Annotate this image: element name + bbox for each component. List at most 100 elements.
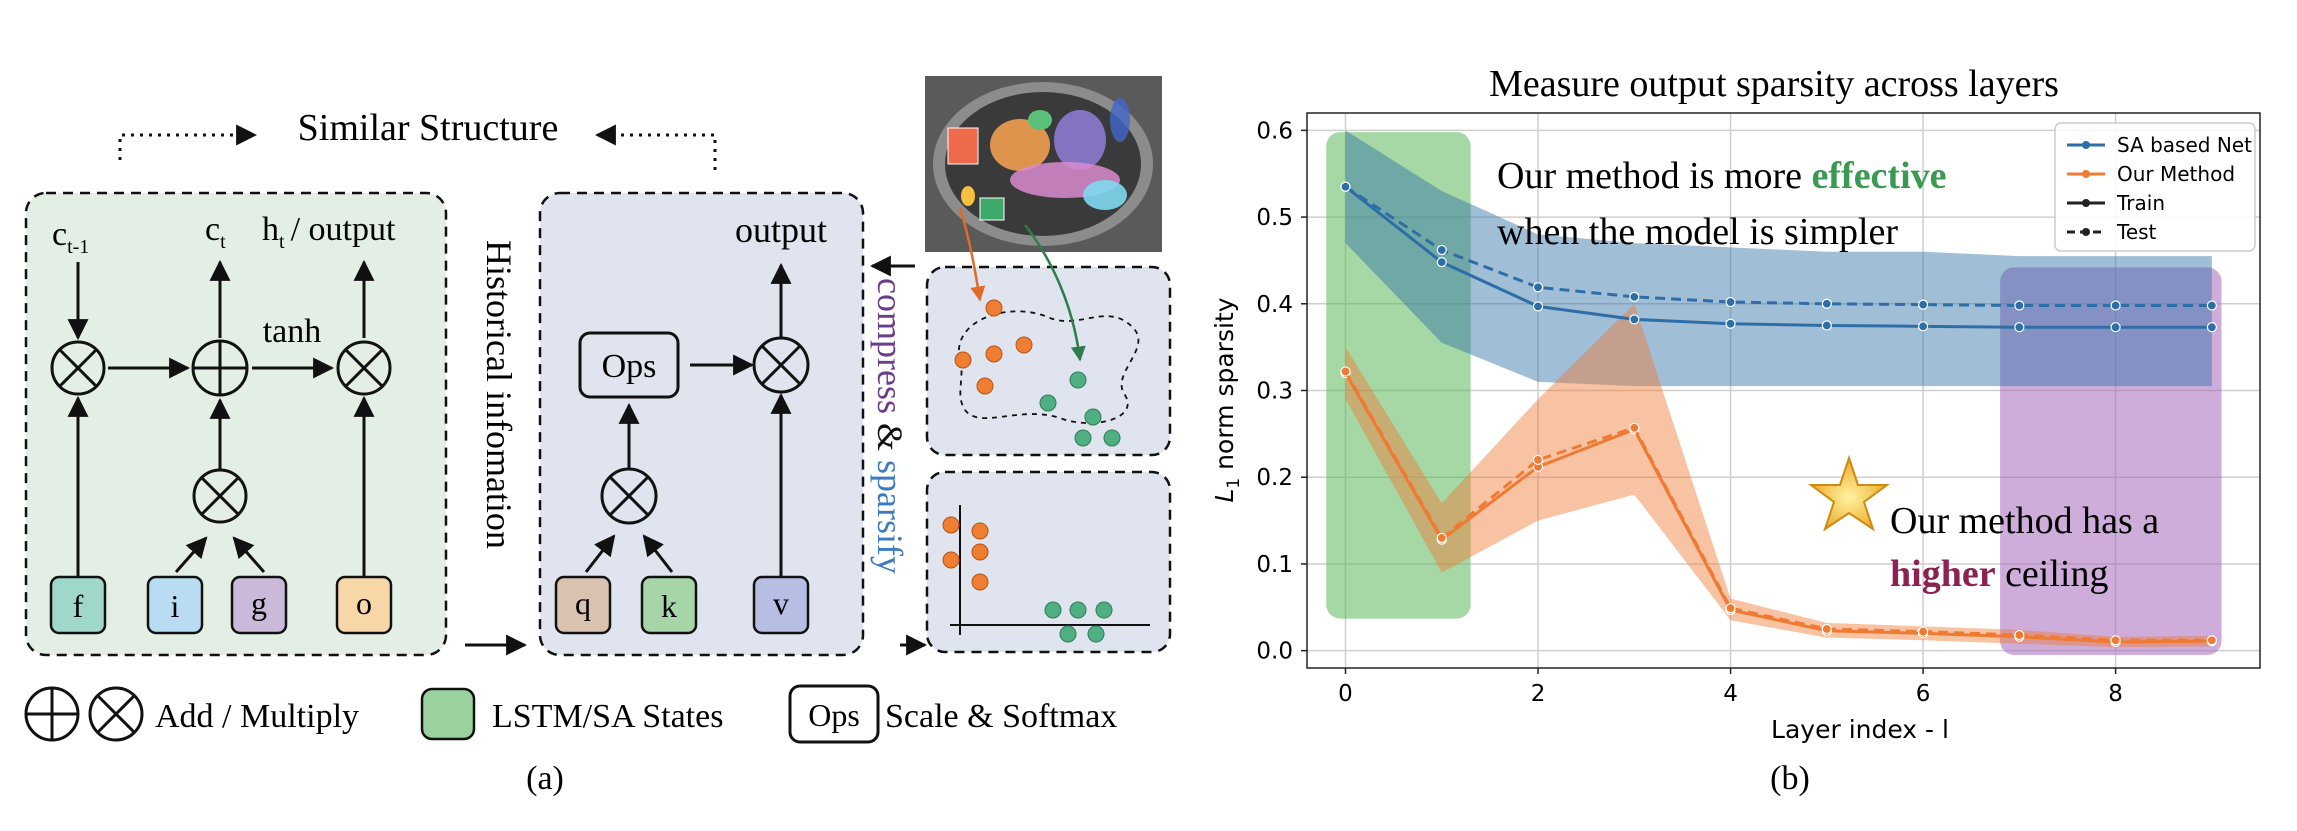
gate-k: k — [640, 575, 698, 635]
data-point — [1436, 532, 1447, 544]
green-points-bottom — [1044, 601, 1113, 643]
lstm-multiply-icon-1 — [50, 340, 106, 396]
y-tick-label: 0.4 — [1256, 292, 1293, 318]
sa-multiply-icon-2 — [600, 467, 658, 525]
lstm-box — [24, 191, 448, 657]
legend-marker — [2082, 199, 2090, 207]
legend-marker — [2082, 228, 2090, 236]
cluster-box-top — [925, 265, 1172, 457]
lstm-arrows — [67, 259, 375, 580]
data-point — [2014, 300, 2025, 311]
data-point — [1436, 244, 1447, 256]
legend-ops-box: Ops — [788, 684, 880, 744]
chart-bands — [1345, 130, 2212, 648]
legend-marker — [2082, 170, 2090, 178]
svg-text:Ops: Ops — [602, 348, 657, 385]
annotation-ceiling-line2: higher ceiling — [1890, 553, 2108, 595]
compress-sparsify-label: compress & sparsify — [870, 278, 910, 574]
star-icon — [1807, 454, 1891, 532]
legend-add-multiply-label: Add / Multiply — [155, 698, 359, 735]
data-point — [1629, 314, 1640, 325]
data-point — [1340, 181, 1351, 192]
c-t-label: ct — [205, 211, 226, 253]
lstm-multiply-icon-2 — [336, 340, 392, 396]
y-tick-label: 0.5 — [1256, 205, 1293, 231]
data-point — [1725, 318, 1736, 329]
legend-entry-label: Our Method — [2117, 162, 2235, 186]
data-point — [2110, 300, 2121, 311]
svg-text:i: i — [171, 588, 180, 624]
x-tick-label: 8 — [2108, 681, 2123, 707]
svg-text:o: o — [356, 585, 372, 621]
orange-link-arrow — [958, 207, 986, 302]
sa-multiply-icon-1 — [752, 336, 810, 394]
annotation-effective-line2: when the model is simpler — [1497, 211, 1898, 253]
lstm-multiply-icon-3 — [192, 468, 248, 524]
caption-a: (a) — [526, 760, 564, 797]
data-point — [1821, 623, 1832, 635]
legend-entry-label: SA based Net — [2117, 133, 2252, 157]
orange-points-bottom — [942, 516, 989, 591]
legend-entry-label: Test — [2116, 220, 2157, 244]
highlight-region-1 — [1326, 132, 1471, 619]
data-point — [1340, 366, 1351, 377]
confidence-band-3 — [1345, 303, 2212, 648]
green-points-top — [1039, 371, 1121, 447]
data-point — [1917, 299, 1929, 310]
y-tick-label: 0.2 — [1256, 465, 1293, 491]
y-axis-label: L1 norm sparsity — [1210, 297, 1244, 502]
chart-ticks: 0.0 0.1 0.2 0.3 0.4 0.5 0.6 0 2 4 6 8 — [1256, 118, 2123, 707]
data-point — [1821, 298, 1832, 309]
cluster-boundary — [958, 310, 1140, 424]
gate-q: q — [554, 575, 612, 635]
y-tick-label: 0.0 — [1256, 639, 1293, 665]
legend-multiply-icon — [88, 686, 144, 742]
panel-a: Similar Structure ct-1 ct ht / output tan… — [24, 76, 1172, 797]
legend-add-icon — [24, 686, 80, 742]
data-point — [1532, 301, 1544, 312]
similar-arrow-left — [118, 124, 258, 160]
data-point — [1532, 282, 1544, 293]
highlight-region-2 — [2000, 267, 2222, 655]
chart-panel-b: Measure output sparsity across layers 0.… — [1210, 63, 2261, 797]
similar-structure-title: Similar Structure — [298, 107, 559, 149]
gate-f: f — [49, 575, 107, 635]
gate-o: o — [335, 575, 393, 635]
series-line-4 — [1344, 370, 2212, 642]
data-point — [1821, 320, 1832, 331]
caption-b: (b) — [1770, 760, 1810, 797]
tanh-label: tanh — [263, 313, 322, 350]
data-point — [2014, 322, 2025, 333]
y-tick-label: 0.6 — [1256, 118, 1293, 144]
svg-text:k: k — [661, 588, 677, 624]
data-point — [1917, 321, 1929, 332]
svg-text:q: q — [575, 585, 591, 621]
series-line-3 — [1344, 372, 2212, 644]
data-point — [1725, 603, 1736, 614]
x-tick-label: 6 — [1916, 681, 1931, 707]
data-point — [2110, 635, 2121, 646]
similar-arrow-right — [594, 124, 717, 170]
svg-text:f: f — [73, 588, 84, 624]
historical-info-label: Historical infomation — [479, 240, 519, 549]
gate-g: g — [230, 575, 288, 635]
gate-v: v — [752, 575, 810, 635]
x-tick-label: 2 — [1531, 681, 1546, 707]
y-tick-label: 0.3 — [1256, 379, 1293, 405]
legend-states-label: LSTM/SA States — [492, 698, 723, 735]
series-line-1 — [1344, 185, 2212, 329]
data-point — [1629, 422, 1640, 433]
confidence-band-1 — [1345, 130, 2212, 387]
legend-marker — [2082, 141, 2090, 149]
data-point — [1532, 454, 1544, 465]
annotation-ceiling-line1: Our method has a — [1890, 500, 2159, 542]
h-t-label: ht / output — [262, 211, 396, 253]
data-point — [1725, 296, 1736, 308]
y-tick-label: 0.1 — [1256, 552, 1293, 578]
data-point — [2206, 635, 2217, 646]
data-point — [2206, 300, 2217, 311]
sa-arrows — [584, 262, 792, 580]
data-point — [2110, 322, 2121, 333]
legend-states-swatch — [420, 687, 476, 741]
series-line-2 — [1344, 185, 2212, 308]
